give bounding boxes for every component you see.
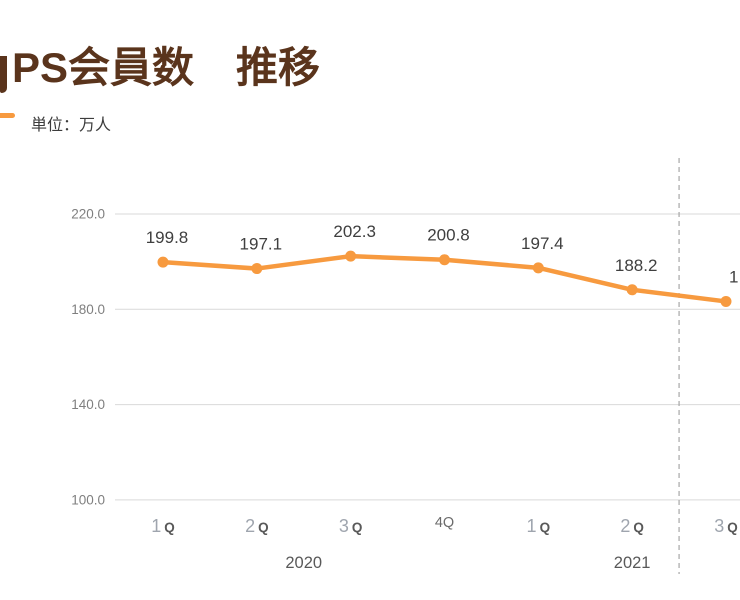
data-label: 197.1	[240, 235, 283, 254]
y-axis-tick-label: 180.0	[71, 302, 105, 317]
x-axis-category-label: 4Q	[435, 515, 454, 531]
x-axis-year-label: 2020	[285, 554, 322, 572]
clipped-character-fragment	[0, 56, 7, 93]
data-label: 188.2	[615, 256, 658, 275]
page-title: PS会員数 推移	[12, 44, 321, 91]
series-line-legend-swatch	[0, 113, 15, 118]
data-point-marker	[345, 250, 357, 262]
data-label: 202.3	[333, 222, 376, 241]
x-axis-year-label: 2021	[614, 554, 651, 572]
data-point-marker	[251, 263, 263, 275]
y-axis-tick-label: 100.0	[71, 492, 105, 507]
data-point-marker	[532, 262, 544, 274]
data-point-marker	[157, 256, 169, 268]
y-axis-tick-label: 140.0	[71, 397, 105, 412]
data-label: 200.8	[427, 226, 470, 245]
data-label: 1	[729, 267, 738, 286]
data-point-marker	[720, 295, 732, 307]
data-label: 197.4	[521, 234, 564, 253]
y-axis-tick-label: 220.0	[71, 207, 105, 222]
unit-label: 単位：万人	[31, 117, 112, 134]
data-point-marker	[438, 254, 450, 266]
data-point-marker	[626, 284, 638, 296]
data-label: 199.8	[146, 228, 189, 247]
